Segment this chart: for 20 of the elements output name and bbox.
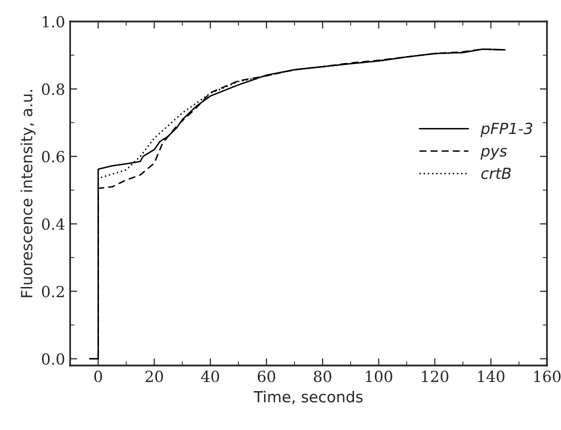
y-tick-label: 1.0 <box>42 16 64 28</box>
y-tick-label: 0.0 <box>42 353 64 365</box>
legend-label: pys <box>480 148 507 160</box>
x-tick-label: 40 <box>201 370 220 382</box>
y-tick-label: 0.8 <box>42 83 64 95</box>
y-tick-label: 0.6 <box>42 150 64 162</box>
legend-label: crtB <box>481 168 511 180</box>
x-axis-title: Time, seconds <box>254 390 363 404</box>
x-tick-label: 120 <box>422 370 448 382</box>
x-tick-label: 100 <box>366 370 392 382</box>
y-axis-title: Fluorescence intensity, a.u. <box>20 90 36 298</box>
x-tick-label: 20 <box>146 370 163 382</box>
x-tick-label: 140 <box>478 370 504 382</box>
y-tick-label: 0.4 <box>42 218 64 230</box>
y-tick-label: 0.2 <box>42 286 64 298</box>
x-tick-label: 160 <box>534 370 561 382</box>
x-tick-label: 60 <box>258 370 276 382</box>
legend-label: pFP1-3 <box>480 122 532 138</box>
x-tick-label: 0 <box>94 370 102 382</box>
x-tick-label: 80 <box>314 370 332 382</box>
